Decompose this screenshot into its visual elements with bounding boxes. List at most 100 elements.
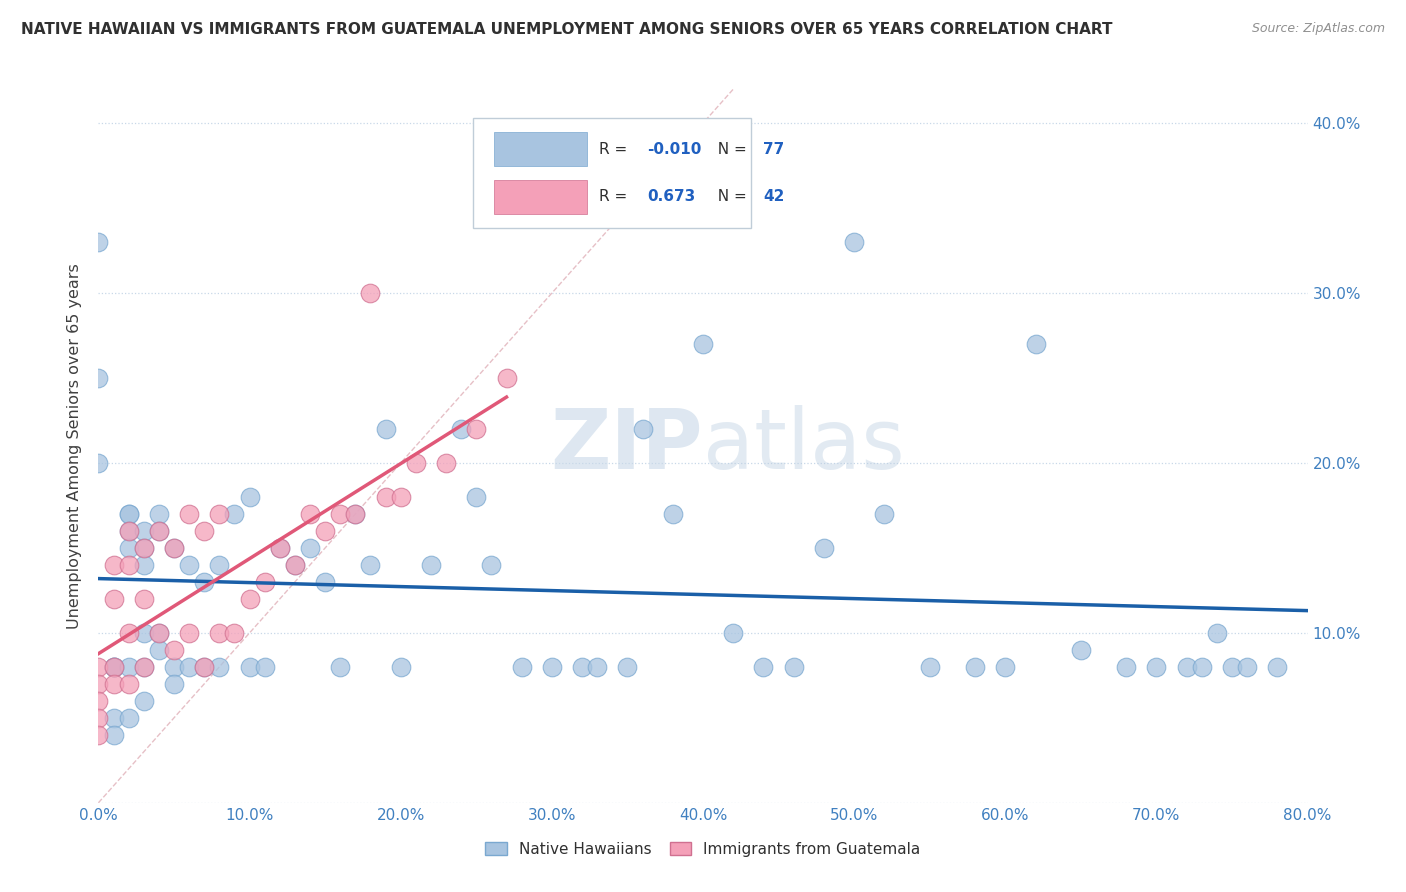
Point: [495, 371, 517, 385]
Point: [163, 677, 186, 691]
Point: [1175, 660, 1198, 674]
Text: atlas: atlas: [703, 406, 904, 486]
Point: [163, 660, 186, 674]
Point: [163, 541, 186, 555]
Point: [87, 660, 110, 674]
Point: [1191, 660, 1213, 674]
Point: [269, 541, 291, 555]
Point: [1024, 337, 1046, 351]
Point: [239, 591, 262, 606]
Text: N =: N =: [707, 142, 751, 157]
Point: [193, 524, 215, 538]
Point: [465, 490, 488, 504]
Point: [360, 558, 382, 572]
Point: [314, 524, 336, 538]
Point: [360, 286, 382, 301]
Point: [344, 507, 367, 521]
Point: [752, 660, 775, 674]
Point: [1220, 660, 1243, 674]
Point: [87, 694, 110, 708]
Point: [783, 660, 806, 674]
Point: [994, 660, 1017, 674]
Point: [103, 660, 125, 674]
Point: [1070, 643, 1092, 657]
Point: [450, 422, 472, 436]
Point: [253, 660, 276, 674]
Point: [193, 660, 215, 674]
Point: [103, 660, 125, 674]
Text: 77: 77: [763, 142, 785, 157]
Point: [284, 558, 307, 572]
Point: [87, 371, 110, 385]
Point: [239, 490, 262, 504]
Point: [103, 660, 125, 674]
Point: [465, 422, 488, 436]
Point: [253, 574, 276, 589]
Point: [148, 643, 170, 657]
Text: 42: 42: [763, 189, 785, 204]
Point: [224, 626, 246, 640]
Point: [299, 507, 322, 521]
Point: [87, 728, 110, 742]
FancyBboxPatch shape: [474, 118, 751, 228]
Text: R =: R =: [599, 142, 631, 157]
Text: N =: N =: [707, 189, 751, 204]
Point: [481, 558, 503, 572]
Point: [571, 660, 593, 674]
Point: [118, 677, 141, 691]
Point: [163, 643, 186, 657]
Point: [692, 337, 714, 351]
Point: [103, 711, 125, 725]
Point: [132, 660, 155, 674]
Point: [510, 660, 533, 674]
Point: [239, 660, 262, 674]
Point: [132, 626, 155, 640]
Point: [1144, 660, 1167, 674]
Point: [1236, 660, 1258, 674]
Point: [132, 694, 155, 708]
Point: [1267, 660, 1289, 674]
Text: NATIVE HAWAIIAN VS IMMIGRANTS FROM GUATEMALA UNEMPLOYMENT AMONG SENIORS OVER 65 : NATIVE HAWAIIAN VS IMMIGRANTS FROM GUATE…: [21, 22, 1112, 37]
Point: [299, 541, 322, 555]
Point: [389, 660, 412, 674]
Text: -0.010: -0.010: [647, 142, 702, 157]
Point: [132, 558, 155, 572]
Point: [87, 677, 110, 691]
Point: [148, 524, 170, 538]
Point: [284, 558, 307, 572]
Legend: Native Hawaiians, Immigrants from Guatemala: Native Hawaiians, Immigrants from Guatem…: [479, 836, 927, 863]
Point: [118, 660, 141, 674]
Point: [132, 591, 155, 606]
Point: [148, 524, 170, 538]
Point: [540, 660, 562, 674]
Point: [344, 507, 367, 521]
Point: [723, 626, 745, 640]
Point: [132, 660, 155, 674]
Point: [118, 524, 141, 538]
Point: [118, 626, 141, 640]
Point: [179, 660, 201, 674]
Point: [434, 456, 457, 470]
Point: [918, 660, 941, 674]
Point: [586, 660, 609, 674]
Text: R =: R =: [599, 189, 631, 204]
Point: [103, 591, 125, 606]
Point: [87, 711, 110, 725]
Point: [118, 524, 141, 538]
Text: Source: ZipAtlas.com: Source: ZipAtlas.com: [1251, 22, 1385, 36]
Point: [208, 558, 231, 572]
Point: [179, 626, 201, 640]
Point: [224, 507, 246, 521]
Point: [103, 728, 125, 742]
Point: [132, 524, 155, 538]
Point: [208, 626, 231, 640]
Text: ZIP: ZIP: [551, 406, 703, 486]
Point: [420, 558, 443, 572]
Point: [87, 235, 110, 249]
Point: [179, 558, 201, 572]
Point: [405, 456, 427, 470]
Point: [329, 507, 352, 521]
Point: [616, 660, 638, 674]
Point: [374, 490, 396, 504]
Point: [329, 660, 352, 674]
